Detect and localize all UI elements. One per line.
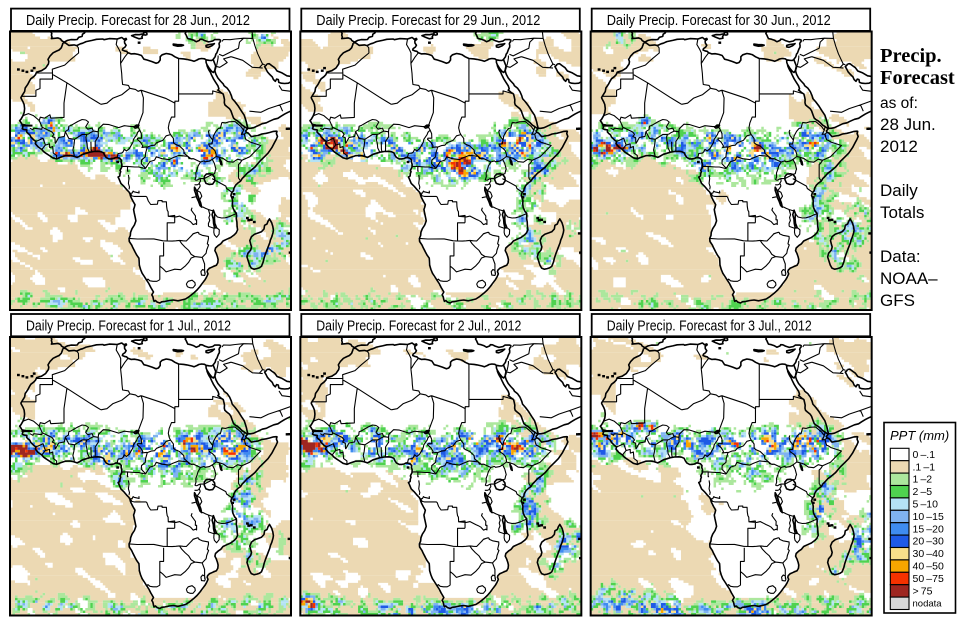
svg-text:as of:: as of: <box>880 95 918 112</box>
svg-text:2 –5: 2 –5 <box>913 486 933 498</box>
svg-text:Precip.: Precip. <box>880 45 942 67</box>
svg-text:20 –30: 20 –30 <box>913 536 944 548</box>
svg-text:Daily Precip. Forecast for 28: Daily Precip. Forecast for 28 Jun., 2012 <box>26 13 250 29</box>
svg-text:Totals: Totals <box>880 203 924 222</box>
svg-text:.1 –1: .1 –1 <box>913 461 936 473</box>
svg-text:Daily: Daily <box>880 181 918 200</box>
svg-text:Data:: Data: <box>880 247 921 266</box>
svg-text:Daily Precip. Forecast for 29: Daily Precip. Forecast for 29 Jun., 2012 <box>316 13 540 29</box>
svg-text:Forecast: Forecast <box>880 67 955 89</box>
svg-text:10 –15: 10 –15 <box>913 511 944 523</box>
svg-text:50 –75: 50 –75 <box>913 573 944 585</box>
svg-text:30 –40: 30 –40 <box>913 548 944 560</box>
svg-text:NOAA–: NOAA– <box>880 269 938 288</box>
svg-text:Daily Precip. Forecast for 30: Daily Precip. Forecast for 30 Jun., 2012 <box>607 13 831 29</box>
svg-text:5 –10: 5 –10 <box>913 499 939 511</box>
svg-text:Daily Precip. Forecast for 1: Daily Precip. Forecast for 1 Jul., 2012 <box>26 318 231 334</box>
svg-text:40 –50: 40 –50 <box>913 561 944 573</box>
svg-text:1 –2: 1 –2 <box>913 474 933 486</box>
svg-text:nodata: nodata <box>913 599 943 610</box>
svg-text:Daily Precip. Forecast for 2: Daily Precip. Forecast for 2 Jul., 2012 <box>316 318 521 334</box>
svg-text:15 –20: 15 –20 <box>913 523 944 535</box>
svg-text:GFS: GFS <box>880 291 915 310</box>
svg-text:> 75: > 75 <box>913 585 933 597</box>
svg-text:0 –.1: 0 –.1 <box>913 449 936 461</box>
svg-text:2012: 2012 <box>880 137 918 156</box>
svg-text:PPT (mm): PPT (mm) <box>890 428 949 443</box>
svg-text:28 Jun.: 28 Jun. <box>880 115 936 134</box>
svg-text:Daily Precip. Forecast for 3: Daily Precip. Forecast for 3 Jul., 2012 <box>607 318 812 334</box>
